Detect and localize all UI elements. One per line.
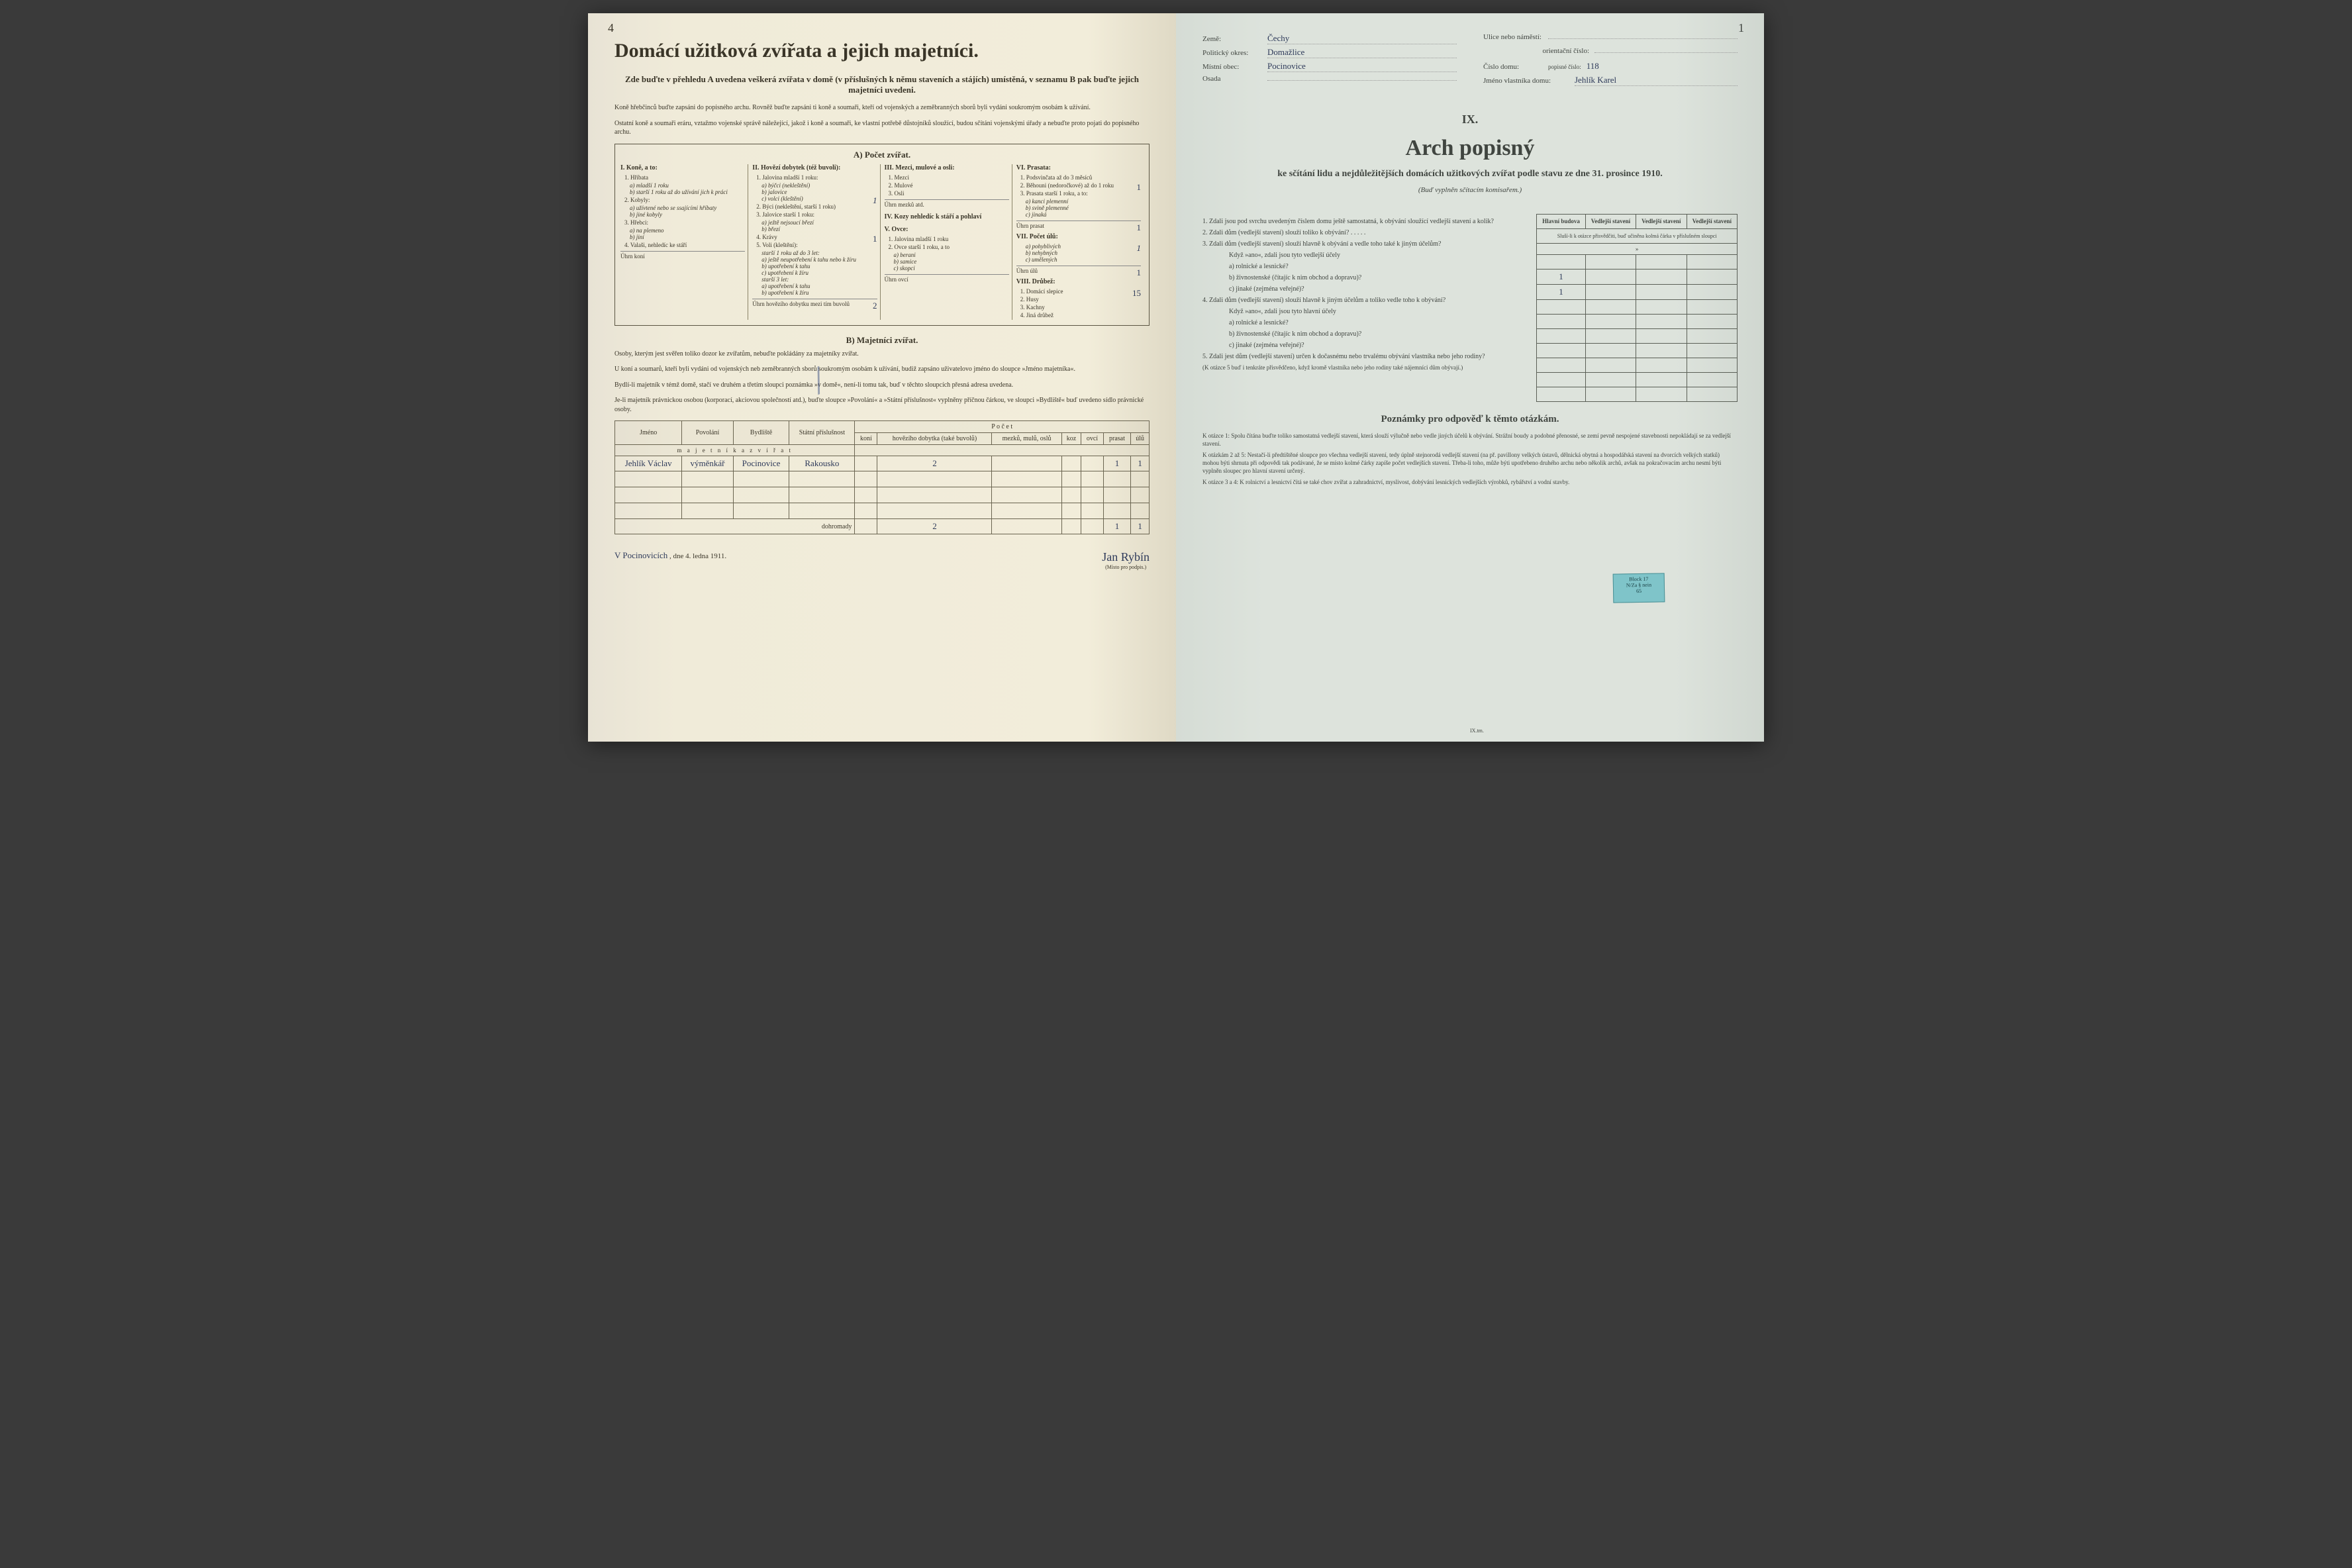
owners-table: Jméno Povolání Bydliště Státní příslušno… bbox=[614, 420, 1150, 534]
table-row bbox=[615, 471, 1150, 487]
page-number: 1 bbox=[1738, 21, 1744, 35]
main-title: Domácí užitková zvířata a jejich majetní… bbox=[614, 40, 1150, 62]
table-row: Jehlík Václav výměnkář Pocinovice Rakous… bbox=[615, 456, 1150, 471]
questions-text: 1. Zdali jsou pod svrchu uvedeným číslem… bbox=[1202, 214, 1523, 402]
col-mules-goats-sheep: III. Mezci, mulové a osli: 1. Mezci 2. M… bbox=[885, 164, 1012, 320]
notes-heading: Poznámky pro odpověď k těmto otázkám. bbox=[1202, 414, 1738, 425]
footer-mark: IX.tm. bbox=[1470, 728, 1484, 734]
arch-subtitle: ke sčítání lidu a nejdůležitějších domác… bbox=[1202, 168, 1738, 181]
b-text-1: Osoby, kterým jest svěřen toliko dozor k… bbox=[614, 350, 1150, 359]
animal-columns: I. Koně, a to: 1. Hříbata a) mladší 1 ro… bbox=[620, 164, 1144, 320]
signature-row: V Pocinovicích , dne 4. ledna 1911. Jan … bbox=[614, 550, 1150, 570]
intro-2: Ostatní koně a soumaři eráru, vztažmo vo… bbox=[614, 119, 1150, 137]
b-text-3: Bydlí-li majetník v témž domě, stačí ve … bbox=[614, 381, 1150, 390]
section-a-box: A) Počet zvířat. I. Koně, a to: 1. Hříba… bbox=[614, 144, 1150, 326]
archive-sticker: Block 17 N/Za § nein 65 bbox=[1613, 573, 1665, 603]
arch-note: (Buď vyplněn sčítacím komisařem.) bbox=[1202, 186, 1738, 194]
note-2: K otázkám 2 až 5: Nestačí-li předtištěné… bbox=[1202, 451, 1738, 475]
page-number: 4 bbox=[608, 21, 614, 35]
note-3: K otázce 3 a 4: K rolnictví a lesnictví … bbox=[1202, 478, 1738, 486]
table-row bbox=[615, 503, 1150, 519]
b-text-4: Je-li majetník právnickou osobou (korpor… bbox=[614, 396, 1150, 414]
intro-1: Koně hřebčinců buďte zapsáni do popisnéh… bbox=[614, 103, 1150, 113]
table-row bbox=[615, 487, 1150, 503]
subtitle: Zde buďte v přehledu A uvedena veškerá z… bbox=[614, 74, 1150, 95]
questions-area: 1. Zdali jsou pod svrchu uvedeným číslem… bbox=[1202, 214, 1738, 402]
document-spread: 4 Domácí užitková zvířata a jejich majet… bbox=[588, 13, 1764, 742]
section-a-header: A) Počet zvířat. bbox=[620, 150, 1144, 160]
col-horses: I. Koně, a to: 1. Hříbata a) mladší 1 ro… bbox=[620, 164, 748, 320]
header-fields: Země:Čechy Ulice nebo náměstí: Politický… bbox=[1202, 33, 1738, 86]
title-block: IX. Arch popisný ke sčítání lidu a nejdů… bbox=[1202, 113, 1738, 194]
table-sum-row: dohromady 2 1 1 bbox=[615, 519, 1150, 534]
answers-table: Hlavní budova Vedlejší stavení Vedlejší … bbox=[1536, 214, 1738, 402]
b-text-2: U koní a soumarů, kteří byli vydáni od v… bbox=[614, 365, 1150, 374]
arch-title: Arch popisný bbox=[1202, 136, 1738, 161]
note-1: K otázce 1: Spolu čítána buďte toliko sa… bbox=[1202, 432, 1738, 448]
col-cattle: II. Hovězí dobytek (též buvoli): 1. Jalo… bbox=[752, 164, 880, 320]
section-b-header: B) Majetníci zvířat. bbox=[614, 335, 1150, 346]
roman-numeral: IX. bbox=[1202, 113, 1738, 126]
col-pigs-bees-poultry: VI. Prasata: 1. Podsvinčata až do 3 měsí… bbox=[1016, 164, 1144, 320]
left-page: 4 Domácí užitková zvířata a jejich majet… bbox=[588, 13, 1176, 742]
right-page: 1 Země:Čechy Ulice nebo náměstí: Politic… bbox=[1176, 13, 1764, 742]
